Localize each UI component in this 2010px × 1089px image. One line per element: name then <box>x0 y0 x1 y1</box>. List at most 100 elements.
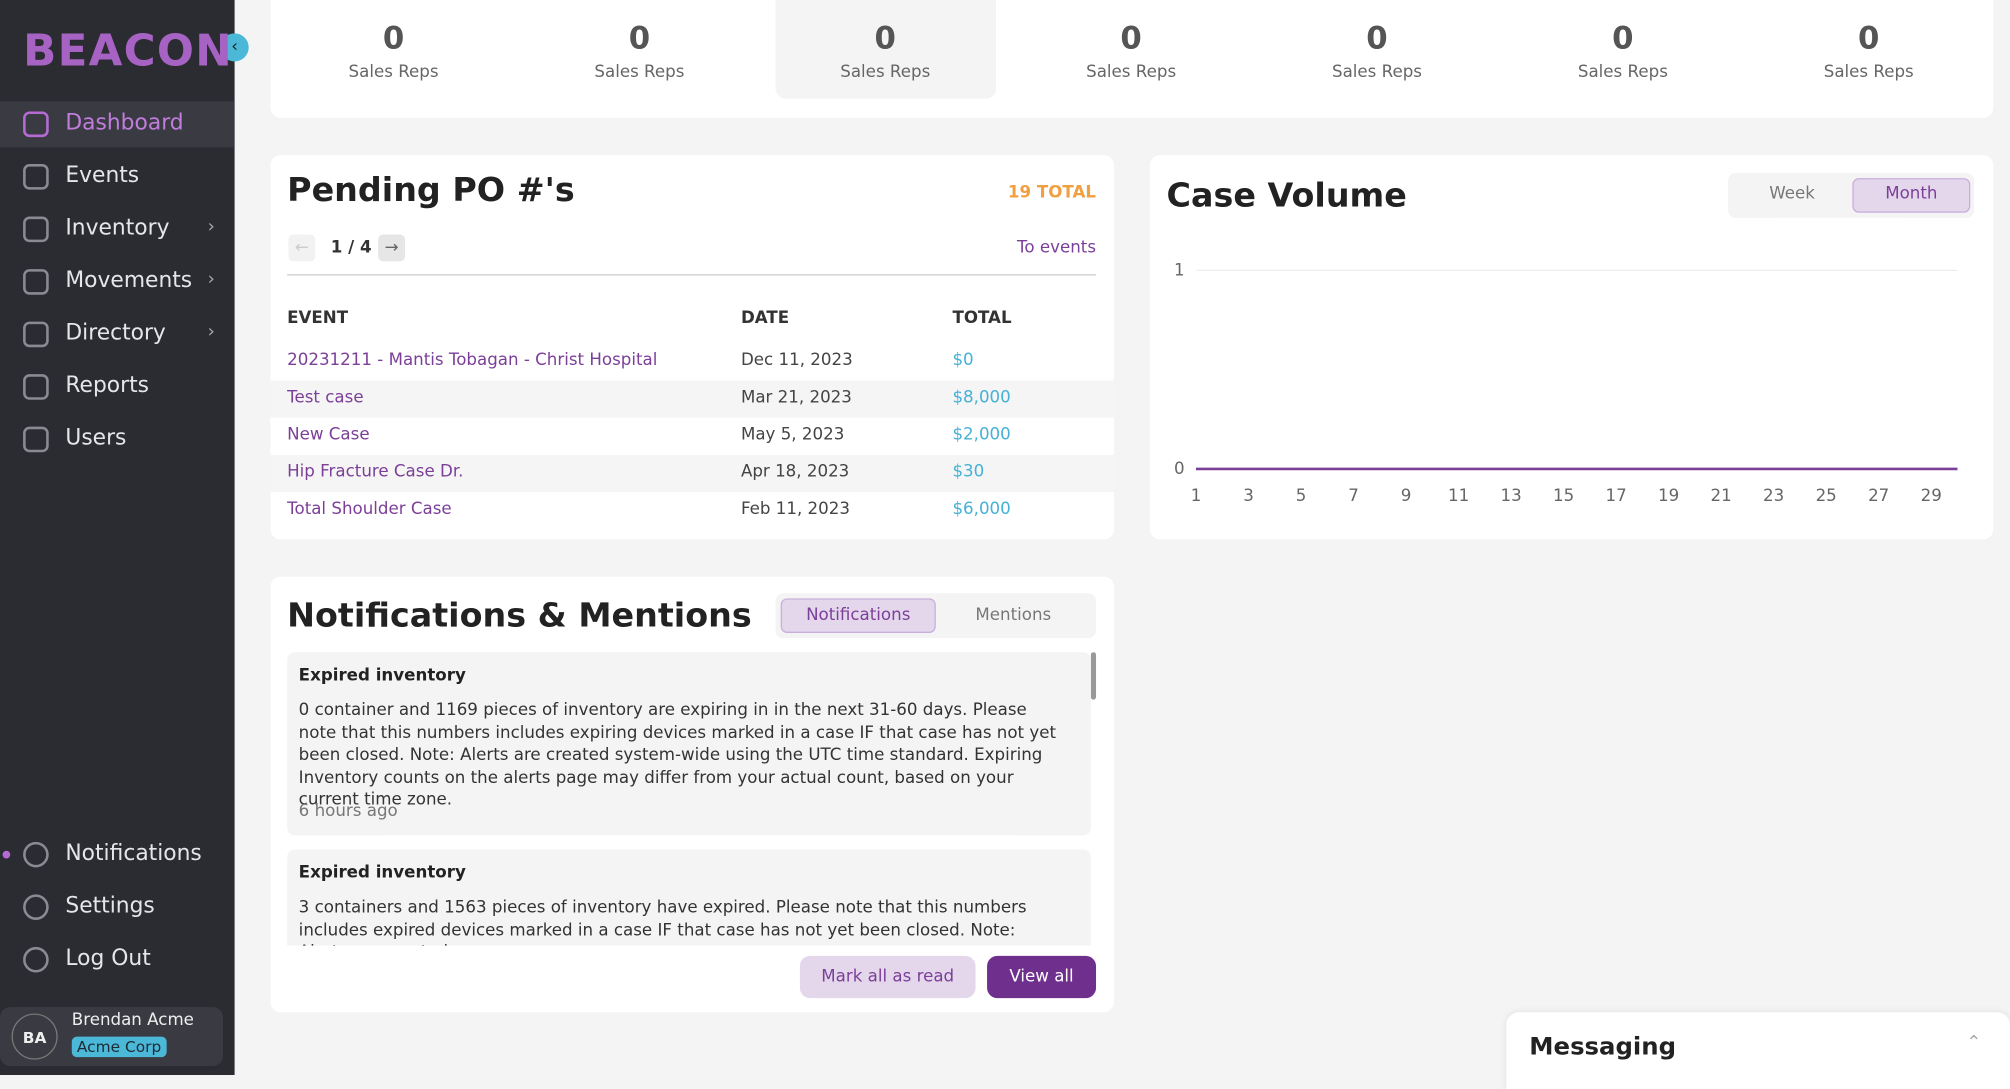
stat-value: 0 <box>1612 20 1634 57</box>
stat-label: Sales Reps <box>1086 62 1177 83</box>
next-button[interactable]: → <box>378 234 406 262</box>
cell: Feb 11, 2023 <box>740 499 850 519</box>
nav-item[interactable]: Settings <box>65 893 155 919</box>
nav-item[interactable]: Notifications <box>65 840 202 867</box>
divider <box>287 274 1097 276</box>
case-volume-chart: 011 3 5 7 9 11 13 15 17 19 21 23 25 27 29 <box>1174 260 1958 505</box>
stat-value: 0 <box>382 20 405 57</box>
nav-item[interactable]: Reports <box>65 372 149 399</box>
avatar: BA <box>11 1013 58 1060</box>
x-tick-label: 17 <box>1606 486 1627 505</box>
events-link[interactable]: To events <box>1017 238 1097 258</box>
notification-item: Expired inventory 3 containers and 1563 p… <box>287 849 1091 946</box>
notification-list: Expired inventory 0 container and 1169 pi… <box>287 652 1097 946</box>
nav-icon <box>23 164 49 190</box>
page-indicator: 1 / 4 <box>330 238 372 258</box>
row-stripe <box>270 454 1114 493</box>
cell: $30 <box>952 462 985 482</box>
cell: Dec 11, 2023 <box>740 351 853 371</box>
tab[interactable]: Notifications <box>806 606 911 626</box>
nav-item[interactable]: Events <box>65 162 140 189</box>
cell[interactable]: New Case <box>287 425 370 445</box>
view-all-button[interactable]: View all <box>987 955 1097 999</box>
cell[interactable]: Total Shoulder Case <box>287 499 452 519</box>
case-volume-title: Case Volume <box>1166 176 1407 216</box>
nav-icon <box>23 841 49 868</box>
y-tick-label: 0 <box>1174 459 1185 478</box>
tab[interactable]: Week <box>1769 184 1815 204</box>
cell[interactable]: 20231211 - Mantis Tobagan - Christ Hospi… <box>287 351 658 371</box>
stat-value: 0 <box>1858 20 1880 57</box>
nav-icon <box>23 426 49 453</box>
notification-body: 0 container and 1169 pieces of inventory… <box>298 700 1057 810</box>
nav-icon <box>23 269 49 295</box>
mark-read-button[interactable]: Mark all as read <box>799 955 976 999</box>
x-tick-label: 7 <box>1348 486 1359 505</box>
y-tick-label: 1 <box>1174 260 1185 279</box>
notification-time: 6 hours ago <box>298 802 398 822</box>
x-tick-label: 5 <box>1296 486 1307 505</box>
stats-card <box>270 0 1994 118</box>
user-org: Acme Corp <box>71 1036 167 1058</box>
notification-dot <box>2 850 11 859</box>
x-tick-label: 15 <box>1553 486 1574 505</box>
cell: Apr 18, 2023 <box>740 462 850 482</box>
brand: BEACON <box>23 25 234 77</box>
prev-button[interactable]: ← <box>288 234 316 262</box>
column-header: TOTAL <box>952 308 1012 329</box>
stat-label: Sales Reps <box>1331 62 1423 83</box>
x-tick-label: 3 <box>1243 486 1254 505</box>
nav-item[interactable]: Users <box>65 425 127 452</box>
scrollbar <box>1090 652 1097 700</box>
cell[interactable]: Hip Fracture Case Dr. <box>287 462 464 482</box>
notification-body: 3 containers and 1563 pieces of inventor… <box>298 898 1027 945</box>
x-tick-label: 19 <box>1658 486 1679 505</box>
nav-item[interactable]: Movements <box>65 267 193 294</box>
pending-title: Pending PO #'s <box>287 171 575 211</box>
messaging-title: Messaging <box>1529 1032 1677 1061</box>
nav-item[interactable]: Log Out <box>65 945 151 972</box>
case-volume-card <box>1149 155 1994 540</box>
cell[interactable]: Test case <box>287 388 364 408</box>
x-tick-label: 25 <box>1816 486 1837 505</box>
stat-label: Sales Reps <box>594 62 685 83</box>
pending-total: 19 TOTAL <box>1007 183 1097 203</box>
nav-icon <box>23 111 49 138</box>
nav-icon <box>23 216 49 243</box>
tab-active <box>780 598 936 633</box>
stat-highlight <box>775 0 997 99</box>
cell: $8,000 <box>952 388 1011 408</box>
stat-value: 0 <box>628 20 651 57</box>
stat-value: 0 <box>1366 20 1388 57</box>
stat-label: Sales Reps <box>1823 62 1914 83</box>
nav-item[interactable]: Directory <box>65 320 166 346</box>
user-name: Brendan Acme <box>71 1010 194 1031</box>
nav-icon <box>23 374 49 400</box>
tab[interactable]: Month <box>1885 184 1938 204</box>
x-tick-label: 23 <box>1763 486 1784 505</box>
notification-item: Expired inventory 0 container and 1169 pi… <box>287 652 1091 836</box>
cell: $0 <box>952 351 974 371</box>
cell: $2,000 <box>952 425 1011 445</box>
nav-item[interactable]: Inventory <box>65 215 170 241</box>
collapse-button[interactable]: ‹ <box>220 33 249 62</box>
nav-chevron: › <box>207 321 215 343</box>
tab[interactable]: Mentions <box>975 606 1052 626</box>
column-header: DATE <box>740 308 790 329</box>
cell: Mar 21, 2023 <box>740 388 852 408</box>
notifications-title: Notifications & Mentions <box>287 597 752 636</box>
x-tick-label: 21 <box>1711 486 1732 505</box>
x-tick-label: 9 <box>1401 486 1412 505</box>
stat-label: Sales Reps <box>840 62 931 83</box>
x-tick-label: 29 <box>1921 486 1942 505</box>
nav-item[interactable]: Dashboard <box>65 110 184 136</box>
messaging-chevron: ⌃ <box>1966 1032 1982 1054</box>
cell: $6,000 <box>952 499 1011 519</box>
nav-chevron: › <box>207 216 215 238</box>
cell: May 5, 2023 <box>740 425 845 445</box>
x-tick-label: 11 <box>1448 486 1469 505</box>
x-tick-label: 13 <box>1500 486 1521 505</box>
notification-title: Expired inventory <box>298 863 466 883</box>
row-stripe <box>270 380 1114 418</box>
